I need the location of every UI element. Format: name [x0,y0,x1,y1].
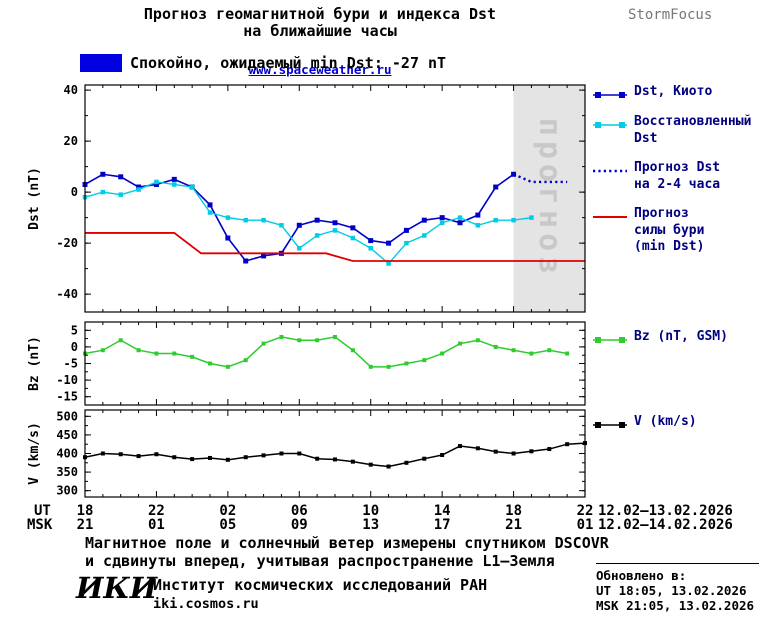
msk-row-label: MSK [27,517,53,533]
institute-name: Институт космических исследований РАН [153,576,488,594]
msk-tick-label: 01 [148,517,165,533]
updated-block: Обновлено в: UT 18:05, 13.02.2026 MSK 21… [596,563,759,613]
v-ytick-label: 300 [56,484,78,498]
msk-tick-label: 01 [577,517,594,533]
legend-item-storm: Прогноз силы бури (min Dst) [593,206,760,256]
dst-ytick-label: 20 [64,134,78,148]
storm-status-label: Спокойно, ожидаемый min Dst: -27 nT [130,54,447,72]
storm-line [85,232,585,262]
bz-line-sample [593,337,627,343]
dst-ytick-label: 0 [71,185,78,199]
dst-ylabel: Dst (nT) [27,167,42,230]
ut-tick-label: 06 [291,503,308,519]
storm-status-banner: Спокойно, ожидаемый min Dst: -27 nT [80,54,446,72]
legend-label-restored: Восстановленный Dst [634,114,752,146]
legend-item-forecast: Прогноз Dst на 2-4 часа [593,160,760,193]
updated-ut: UT 18:05, 13.02.2026 [596,583,747,598]
page-title-line2: на ближайшие часы [243,22,397,40]
spaceweather-link[interactable]: www.spaceweather.ru [248,62,392,77]
ut-tick-label: 10 [362,503,379,519]
quiet-status-swatch [80,54,122,72]
forecast-line [513,173,568,184]
dst-legend: Dst, Киото Восстановленный Dst Прогноз D… [593,84,760,269]
bz-ytick-label: -10 [56,373,78,387]
legend-label-forecast: Прогноз Dst на 2-4 часа [634,160,721,192]
legend-label-bz: Bz (nT, GSM) [634,329,728,344]
msk-tick-label: 05 [219,517,236,533]
msk-tick-label: 21 [505,517,522,533]
msk-tick-label: 09 [291,517,308,533]
v-line-sample [593,422,627,428]
ut-tick-label: 02 [219,503,236,519]
updated-label: Обновлено в: [596,568,687,583]
dst-kyoto-line-sample [593,92,627,98]
iki-site-link[interactable]: iki.cosmos.ru [153,596,259,612]
bz-panel: 5 0 -5 -10 -15 Bz (nT) [27,321,586,406]
v-panel: 300 350 400 450 500 V (km/s) [27,409,587,498]
bz-ytick-label: 0 [71,340,78,354]
legend-item-kyoto: Dst, Киото [593,84,760,101]
bz-ticks [84,321,586,406]
storm-forecast-line-sample [593,216,627,218]
v-line [84,442,586,468]
bz-ytick-label: 5 [71,323,78,337]
msk-tick-label: 13 [362,517,379,533]
v-ylabel: V (km/s) [27,422,42,485]
v-ytick-label: 350 [56,465,78,479]
bz-markers [83,334,570,369]
forecast-dst-line-sample [593,169,627,173]
legend-label-storm: Прогноз силы бури (min Dst) [634,206,705,254]
restored-line [84,181,532,265]
v-ytick-label: 500 [56,409,78,423]
bz-line [84,336,568,368]
dscovr-note-line1: Магнитное поле и солнечный ветер измерен… [85,534,609,552]
ut-date-range: 12.02–13.02.2026 [598,503,733,519]
legend-item-restored: Восстановленный Dst [593,114,760,147]
legend-item-v: V (km/s) [593,414,760,431]
restored-dst-line-sample [593,122,627,128]
page-header: Прогноз геомагнитной бури и индекса Dst … [0,6,640,78]
dscovr-note-line2: и сдвинуты вперед, учитывая распростране… [85,552,555,570]
ut-tick-label: 18 [77,503,94,519]
v-ytick-label: 450 [56,428,78,442]
ut-tick-label: 22 [577,503,594,519]
legend-item-bz: Bz (nT, GSM) [593,329,760,346]
dscovr-note: Магнитное поле и солнечный ветер измерен… [85,534,609,570]
dst-ytick-label: -40 [56,287,78,301]
msk-tick-label: 17 [434,517,451,533]
ut-row-label: UT [34,503,51,519]
bz-ytick-label: -5 [64,357,78,371]
dst-ytick-label: -20 [56,236,78,250]
bz-legend: Bz (nT, GSM) [593,329,760,359]
dst-frame [84,84,586,313]
kyoto-markers [82,171,517,264]
v-markers [83,441,587,469]
forecast-band-label: прогноз [532,118,567,279]
stormfocus-brand: StormFocus [628,7,713,23]
ut-tick-label: 22 [148,503,165,519]
ut-tick-label: 18 [505,503,522,519]
bz-ytick-label: -15 [56,390,78,404]
legend-label-v: V (km/s) [634,414,697,429]
dst-panel: прогноз -40 -20 0 20 40 Dst (nT) [27,83,586,313]
bz-ylabel: Bz (nT) [27,336,42,391]
v-ticks [84,410,586,497]
msk-tick-label: 21 [77,517,94,533]
bz-frame [84,321,586,406]
dst-ytick-label: 40 [64,83,78,97]
dst-ticks [84,85,586,312]
v-legend: V (km/s) [593,414,760,444]
page-title: Прогноз геомагнитной бури и индекса Dst [143,5,497,23]
forecast-band [513,85,585,312]
legend-label-kyoto: Dst, Киото [634,84,713,99]
ut-tick-label: 14 [434,503,451,519]
msk-date-range: 12.02–14.02.2026 [598,517,733,533]
v-ytick-label: 400 [56,447,78,461]
updated-msk: MSK 21:05, 13.02.2026 [596,598,755,613]
iki-logo: ИКИ [76,571,158,605]
